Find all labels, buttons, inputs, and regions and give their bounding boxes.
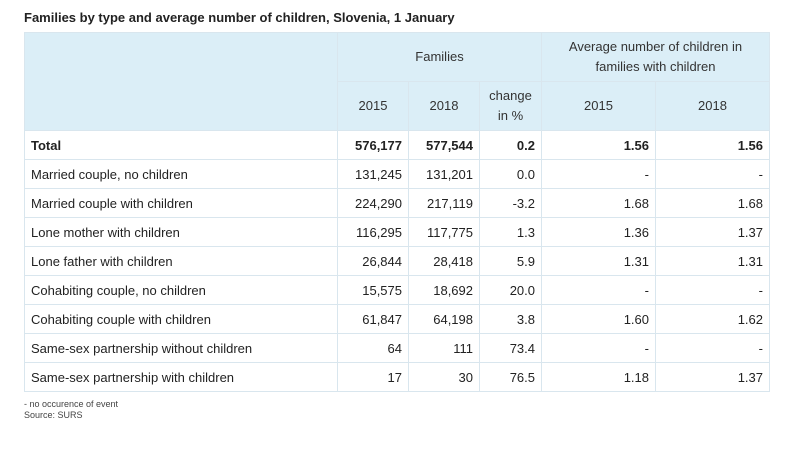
cell-avg-2018: -: [655, 275, 770, 305]
legend-note: - no occurence of event: [24, 399, 119, 409]
cell-families-2018: 28,418: [408, 246, 480, 276]
row-label: Married couple, no children: [24, 159, 338, 189]
cell-families-2018: 131,201: [408, 159, 480, 189]
cell-families-2015: 26,844: [337, 246, 409, 276]
table-row: Lone father with children 26,844 28,418 …: [24, 246, 770, 276]
table-row: Married couple with children 224,290 217…: [24, 188, 770, 218]
cell-families-2015: 131,245: [337, 159, 409, 189]
header-blank-cell: [24, 32, 338, 131]
row-label: Lone father with children: [24, 246, 338, 276]
header-year-2018: 2018: [408, 81, 480, 131]
cell-change: 0.2: [479, 130, 542, 160]
source-note: Source: SURS: [24, 410, 83, 420]
table-row: Married couple, no children 131,245 131,…: [24, 159, 770, 189]
cell-avg-2018: -: [655, 159, 770, 189]
header-avg-2015: 2015: [541, 81, 656, 131]
cell-families-2015: 116,295: [337, 217, 409, 247]
cell-change: 73.4: [479, 333, 542, 363]
cell-avg-2015: -: [541, 159, 656, 189]
table-row: Lone mother with children 116,295 117,77…: [24, 217, 770, 247]
cell-families-2018: 577,544: [408, 130, 480, 160]
header-avg-2018: 2018: [655, 81, 770, 131]
table-title: Families by type and average number of c…: [24, 10, 455, 25]
header-change: change in %: [479, 81, 542, 131]
cell-avg-2018: 1.37: [655, 362, 770, 392]
families-table: Families Average number of children in f…: [24, 32, 770, 392]
cell-avg-2015: 1.56: [541, 130, 656, 160]
table-row: Same-sex partnership with children 17 30…: [24, 362, 770, 392]
cell-change: 1.3: [479, 217, 542, 247]
row-label: Lone mother with children: [24, 217, 338, 247]
row-label: Cohabiting couple with children: [24, 304, 338, 334]
cell-avg-2015: 1.36: [541, 217, 656, 247]
table-notes: - no occurence of event Source: SURS: [24, 399, 118, 421]
cell-change: 3.8: [479, 304, 542, 334]
cell-families-2018: 64,198: [408, 304, 480, 334]
header-average-children: Average number of children in families w…: [541, 32, 770, 82]
cell-avg-2015: -: [541, 333, 656, 363]
row-label: Cohabiting couple, no children: [24, 275, 338, 305]
cell-change: 20.0: [479, 275, 542, 305]
cell-change: 0.0: [479, 159, 542, 189]
row-label: Married couple with children: [24, 188, 338, 218]
cell-avg-2018: -: [655, 333, 770, 363]
cell-avg-2018: 1.62: [655, 304, 770, 334]
cell-families-2015: 17: [337, 362, 409, 392]
cell-families-2015: 64: [337, 333, 409, 363]
cell-avg-2018: 1.31: [655, 246, 770, 276]
cell-avg-2015: 1.60: [541, 304, 656, 334]
cell-families-2015: 15,575: [337, 275, 409, 305]
table-row-total: Total 576,177 577,544 0.2 1.56 1.56: [24, 130, 770, 160]
row-label: Total: [24, 130, 338, 160]
cell-avg-2018: 1.56: [655, 130, 770, 160]
cell-families-2018: 111: [408, 333, 480, 363]
cell-change: 5.9: [479, 246, 542, 276]
header-year-2015: 2015: [337, 81, 409, 131]
cell-avg-2015: 1.18: [541, 362, 656, 392]
cell-avg-2015: -: [541, 275, 656, 305]
row-label: Same-sex partnership without children: [24, 333, 338, 363]
header-families: Families: [337, 32, 542, 82]
cell-families-2015: 576,177: [337, 130, 409, 160]
row-label: Same-sex partnership with children: [24, 362, 338, 392]
cell-avg-2015: 1.31: [541, 246, 656, 276]
cell-avg-2018: 1.68: [655, 188, 770, 218]
cell-families-2018: 217,119: [408, 188, 480, 218]
cell-families-2015: 61,847: [337, 304, 409, 334]
cell-change: 76.5: [479, 362, 542, 392]
cell-families-2018: 18,692: [408, 275, 480, 305]
table-row: Same-sex partnership without children 64…: [24, 333, 770, 363]
cell-avg-2015: 1.68: [541, 188, 656, 218]
cell-families-2015: 224,290: [337, 188, 409, 218]
table-row: Cohabiting couple with children 61,847 6…: [24, 304, 770, 334]
cell-change: -3.2: [479, 188, 542, 218]
cell-families-2018: 117,775: [408, 217, 480, 247]
table-row: Cohabiting couple, no children 15,575 18…: [24, 275, 770, 305]
cell-families-2018: 30: [408, 362, 480, 392]
cell-avg-2018: 1.37: [655, 217, 770, 247]
